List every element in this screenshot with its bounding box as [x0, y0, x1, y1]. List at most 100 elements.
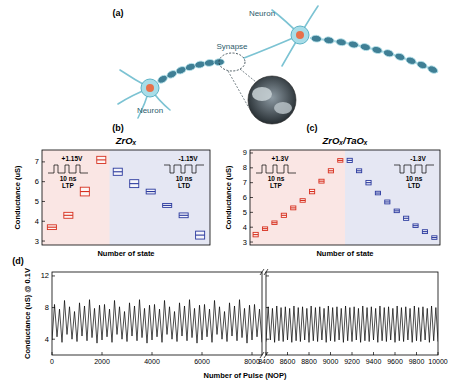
box-median	[328, 170, 333, 171]
pulse-train	[48, 165, 88, 173]
x-tick-label: 8400	[258, 358, 274, 365]
synapse-bouton	[252, 87, 272, 101]
box	[347, 158, 352, 162]
x-tick	[438, 352, 439, 355]
y-tick-label: 12	[41, 271, 49, 280]
box	[291, 206, 296, 210]
y-tick	[250, 197, 253, 198]
pulse-mode: LTD	[408, 182, 420, 189]
y-tick	[42, 201, 45, 202]
plot-frame	[42, 150, 210, 245]
pulse-mode: LTP	[62, 182, 74, 189]
box-median	[319, 181, 324, 182]
box	[196, 231, 205, 239]
box-median	[64, 215, 73, 216]
soma	[291, 26, 309, 44]
soma	[141, 79, 159, 97]
box	[300, 199, 305, 203]
y-tick	[42, 161, 45, 162]
y-tick	[266, 275, 269, 276]
x-tick	[395, 352, 396, 355]
plot-frame	[52, 272, 262, 355]
line	[266, 306, 438, 342]
pulse-width: 10 ns	[176, 175, 193, 182]
synapse-inset	[248, 76, 296, 124]
y-tick-label: 4	[243, 223, 247, 232]
box	[253, 232, 258, 236]
y-tick-label: 5	[243, 208, 247, 217]
y-tick	[266, 307, 269, 308]
pulse-mode: LTP	[270, 182, 282, 189]
axon	[158, 62, 224, 82]
pulse-voltage: -1.3V	[410, 155, 426, 162]
y-tick-label: 7	[243, 178, 247, 187]
x-tick-label: 9400	[366, 358, 382, 365]
x-tick-label: 2000	[94, 358, 110, 365]
plot-frame	[266, 272, 438, 355]
box	[366, 180, 371, 184]
x-tick-label: 10000	[428, 358, 448, 365]
box-median	[97, 159, 106, 160]
chart-title: ZrOₓ/TaOₓ	[321, 135, 367, 146]
box	[319, 179, 324, 183]
line	[52, 300, 262, 343]
panel-label: (d)	[12, 256, 24, 266]
myelin	[359, 43, 371, 52]
y-tick	[42, 181, 45, 182]
y-tick	[250, 167, 253, 168]
box-median	[281, 215, 286, 216]
box	[404, 216, 409, 220]
x-tick-label: 0	[50, 358, 54, 365]
synapse-spine	[274, 102, 292, 114]
box	[309, 189, 314, 193]
x-tick	[309, 352, 310, 355]
x-tick	[287, 352, 288, 355]
box	[262, 227, 267, 231]
myelin	[204, 59, 215, 67]
box	[146, 189, 155, 194]
box-median	[80, 191, 89, 192]
box-median	[130, 183, 139, 184]
zoom-line	[240, 69, 256, 82]
y-tick-label: 6	[243, 193, 247, 202]
chart: 481202000400060008000(d)Number of Pulse …	[12, 256, 287, 380]
box	[281, 213, 286, 217]
y-tick	[250, 182, 253, 183]
box-median	[432, 237, 437, 238]
box	[272, 221, 277, 225]
illustration-label: Neuron	[249, 9, 275, 18]
box-median	[262, 228, 267, 229]
box-median	[422, 231, 427, 232]
x-tick-label: 4000	[144, 358, 160, 365]
y-axis-label: Conductance (uS) @ 0.1V	[23, 268, 32, 359]
box-median	[163, 205, 172, 206]
chart: 3456789(c)ZrOₓ/TaOₓNumber of stateConduc…	[224, 123, 440, 258]
pulse-width: 10 ns	[268, 175, 285, 182]
plot-frame	[250, 150, 440, 245]
pulse-voltage: +1.15V	[62, 155, 83, 162]
pulse-voltage: +1.3V	[271, 155, 289, 162]
box	[385, 200, 390, 204]
x-tick	[102, 352, 103, 355]
synapse-marker	[219, 53, 245, 71]
y-tick	[266, 339, 269, 340]
box	[47, 225, 56, 230]
y-tick-label: 7	[35, 157, 39, 166]
x-tick	[416, 352, 417, 355]
myelin	[371, 45, 383, 54]
illustration-label: Neuron	[137, 106, 163, 115]
y-tick-label: 9	[243, 148, 247, 157]
y-tick	[250, 152, 253, 153]
nucleus	[296, 31, 304, 39]
y-tick	[52, 307, 55, 308]
x-tick-label: 9200	[344, 358, 360, 365]
box-median	[338, 160, 343, 161]
chart: 34567(b)ZrOₓNumber of stateConductance (…	[13, 123, 210, 258]
zoom-line	[228, 71, 249, 108]
box-median	[253, 234, 258, 235]
box	[328, 169, 333, 173]
y-tick-label: 8	[45, 303, 49, 312]
box-median	[357, 170, 362, 171]
figure: (a)NeuronNeuronSynapse34567(b)ZrOₓNumber…	[0, 0, 450, 382]
box	[64, 212, 73, 218]
